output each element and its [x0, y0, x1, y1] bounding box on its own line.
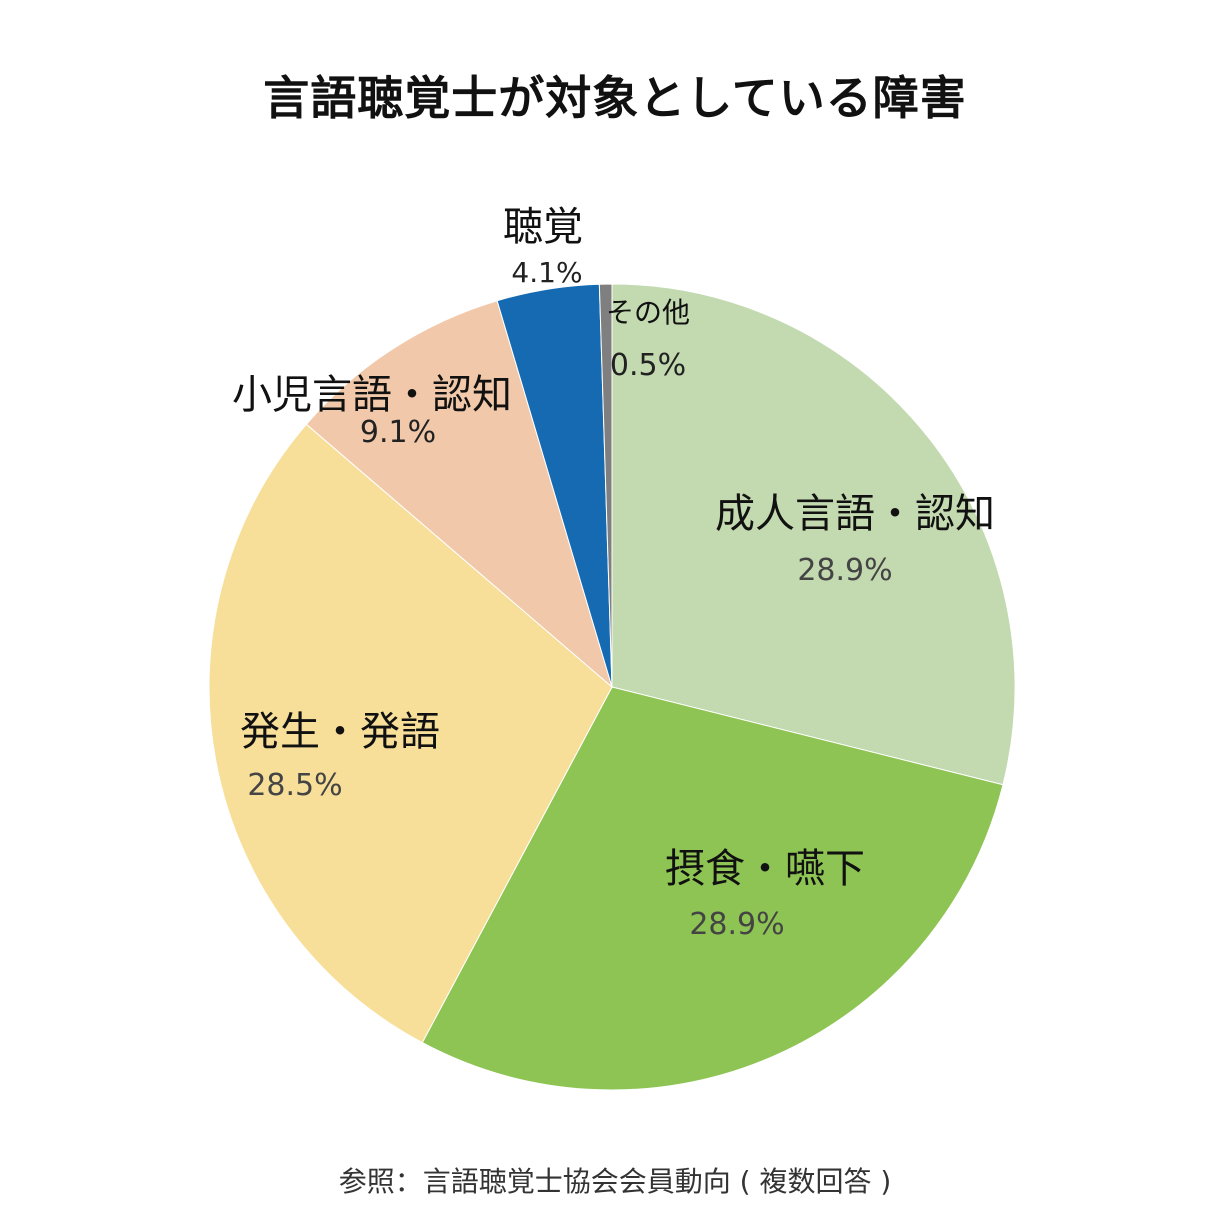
- slice-label: 摂食・嚥下: [665, 846, 865, 892]
- source-note: 参照：言語聴覚士協会会員動向 ( 複数回答 ): [338, 1165, 892, 1198]
- pie-slice: [598, 283, 613, 688]
- slice-label: その他: [606, 296, 690, 329]
- slice-value-label: 0.5%: [610, 348, 686, 383]
- pie-labels: 成人言語・認知 28.9% 摂食・嚥下 28.9% 発生・発語 28.5% 小児言語・認知9…: [232, 204, 995, 942]
- slice-value-label: 28.9%: [797, 553, 892, 588]
- slice-value-label: 9.1%: [360, 415, 436, 450]
- slice-value-label: 4.1%: [511, 256, 582, 289]
- slice-label: 小児言語・認知: [232, 372, 512, 418]
- pie-slice: [208, 423, 613, 1044]
- pie-slice: [305, 300, 613, 689]
- slice-label: 成人言語・認知: [715, 491, 995, 537]
- slice-label: 発生・発語: [240, 709, 440, 755]
- slice-label: 聴覚: [503, 204, 583, 250]
- pie-slices: [208, 283, 1016, 1091]
- pie-slice: [611, 283, 1016, 786]
- slice-value-label: 28.5%: [247, 768, 342, 803]
- chart-title: 言語聴覚士が対象としている障害: [263, 71, 967, 125]
- pie-slice: [421, 686, 1004, 1091]
- slice-value-label: 28.9%: [689, 907, 784, 942]
